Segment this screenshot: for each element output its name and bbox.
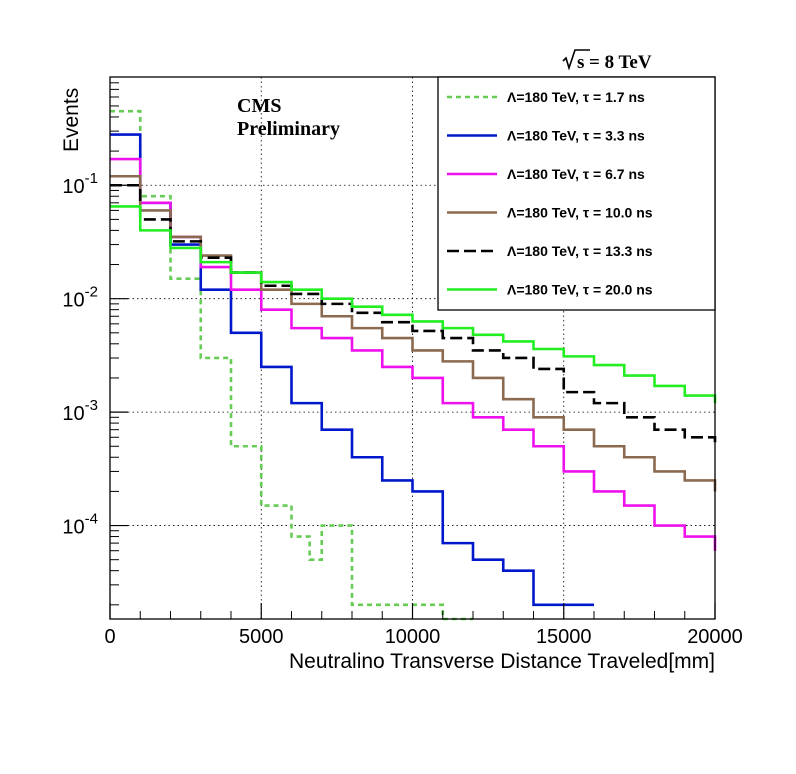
y-tick-label: 10-4 — [62, 511, 98, 539]
series-line-3 — [110, 157, 717, 551]
legend-label: Λ=180 TeV, τ = 13.3 ns — [507, 243, 653, 259]
x-tick-label: 15000 — [536, 626, 592, 648]
y-tick-label: 10-1 — [62, 170, 98, 198]
legend-label: Λ=180 TeV, τ = 3.3 ns — [507, 128, 645, 144]
x-tick-label: 10000 — [385, 626, 441, 648]
series-line-6 — [110, 205, 717, 404]
x-tick-label: 20000 — [687, 626, 743, 648]
legend-label: Λ=180 TeV, τ = 20.0 ns — [507, 282, 653, 298]
experiment-label: CMS — [237, 95, 281, 117]
legend-box — [437, 76, 716, 311]
x-tick-label: 5000 — [239, 626, 284, 648]
energy-label: s = 8 TeV — [562, 49, 652, 73]
series-line-1 — [110, 109, 473, 621]
y-tick-label: 10-3 — [62, 397, 98, 425]
y-tick-labels: 10-1 10-2 10-3 10-4 — [62, 170, 98, 538]
series-layer — [110, 109, 717, 621]
y-axis-title: Events — [60, 88, 83, 152]
legend-label: Λ=180 TeV, τ = 6.7 ns — [507, 166, 645, 182]
legend: Λ=180 TeV, τ = 1.7 ns Λ=180 TeV, τ = 3.3 … — [437, 76, 716, 311]
legend-label: Λ=180 TeV, τ = 10.0 ns — [507, 205, 653, 221]
series-line-5 — [110, 183, 717, 447]
energy-sqrt-arg: s — [577, 52, 584, 73]
y-tick-label: 10-2 — [62, 284, 98, 312]
x-tick-label: 0 — [104, 626, 115, 648]
series-line-4 — [110, 174, 717, 492]
status-label: Preliminary — [237, 118, 340, 140]
axis-ticks — [109, 76, 716, 619]
sqrt-sign — [562, 49, 590, 71]
legend-label: Λ=180 TeV, τ = 1.7 ns — [507, 89, 645, 105]
x-tick-labels: 0 5000 10000 15000 20000 — [104, 626, 742, 648]
x-axis-title: Neutralino Transverse Distance Traveled[… — [289, 650, 715, 673]
energy-value: = 8 TeV — [589, 52, 652, 73]
